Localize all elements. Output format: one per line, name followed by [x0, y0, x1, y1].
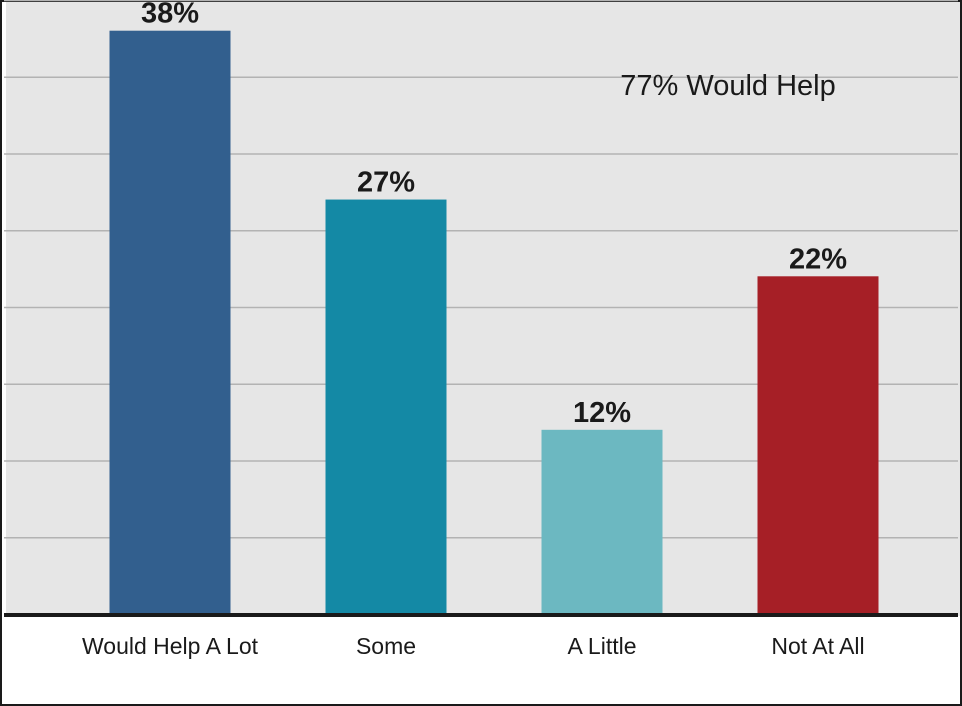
category-label: Some	[356, 633, 416, 659]
bar-not-at-all	[757, 276, 879, 614]
category-labels: Would Help A Lot Some A Little Not At All	[82, 633, 865, 659]
value-label: 38%	[141, 0, 199, 30]
bars	[109, 30, 879, 615]
bar-would-help-a-lot	[109, 30, 231, 614]
category-label: A Little	[567, 633, 636, 659]
value-label: 12%	[573, 397, 631, 429]
category-label: Not At All	[771, 633, 864, 659]
value-labels: 38% 27% 12% 22%	[141, 0, 847, 429]
value-label: 22%	[789, 243, 847, 275]
category-label: Would Help A Lot	[82, 633, 259, 659]
annotation-text: 77% Would Help	[620, 70, 835, 102]
bar-a-little	[541, 429, 663, 614]
bar-some	[325, 199, 447, 615]
value-label: 27%	[357, 167, 415, 199]
